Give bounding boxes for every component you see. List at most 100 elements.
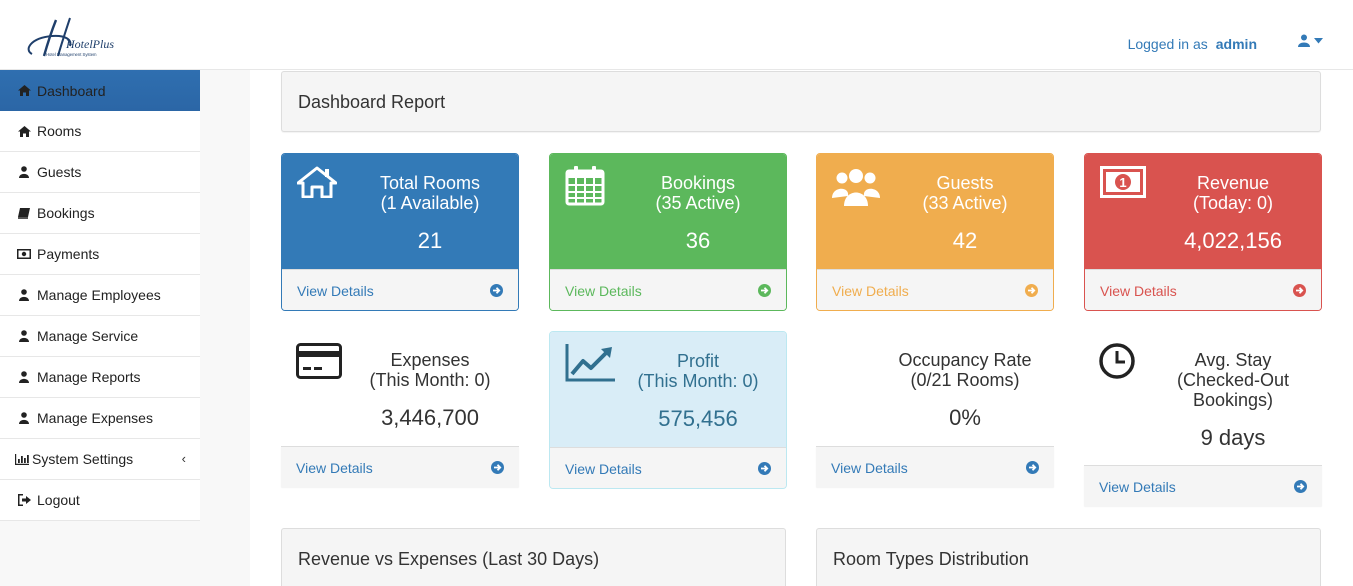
card-total-rooms: Total Rooms (1 Available) 21 View Details [281, 153, 519, 311]
card-value: 21 [417, 228, 443, 253]
dashboard-report-header: Dashboard Report [281, 71, 1321, 132]
sidebar-item-manage-employees[interactable]: Manage Employees [0, 275, 200, 316]
card-guests: Guests (33 Active) 42 View Details [816, 153, 1054, 311]
sidebar-item-guests[interactable]: Guests [0, 152, 200, 193]
view-details-link[interactable]: View Details [550, 269, 786, 310]
sidebar-item-label: Manage Employees [37, 287, 161, 303]
sidebar-menu: Dashboard Rooms Guests Bookings Payments… [0, 70, 200, 521]
username: admin [1215, 36, 1257, 52]
logo-subtitle: Hotel Management System [46, 52, 97, 57]
arrow-circle-right-icon [1294, 480, 1307, 496]
sidebar-item-manage-reports[interactable]: Manage Reports [0, 357, 200, 398]
card-avg-stay: Avg. Stay (Checked-Out Bookings) 9 days Vi… [1084, 331, 1322, 506]
user-dropdown-toggle[interactable] [1298, 34, 1323, 47]
arrow-circle-right-icon [491, 461, 504, 477]
clock-icon [1099, 343, 1135, 382]
arrow-circle-right-icon [758, 284, 771, 300]
svg-text:1: 1 [1119, 175, 1126, 190]
card-heading: Total Rooms (1 Available) 21 [282, 154, 518, 269]
card-heading: Bookings (35 Active) 36 [550, 154, 786, 269]
view-details-link[interactable]: View Details [281, 446, 519, 487]
card-heading: Guests (33 Active) 42 [817, 154, 1053, 269]
view-details-link[interactable]: View Details [1085, 269, 1321, 310]
user-icon [17, 370, 31, 384]
line-chart-icon [565, 344, 615, 385]
view-details-label: View Details [831, 460, 908, 476]
money-icon: 1 [1100, 166, 1146, 201]
view-details-link[interactable]: View Details [282, 269, 518, 310]
card-title: Avg. Stay (Checked-Out Bookings) [1176, 350, 1290, 410]
sidebar-item-manage-expenses[interactable]: Manage Expenses [0, 398, 200, 439]
section-title: Revenue vs Expenses (Last 30 Days) [298, 549, 600, 569]
card-title: Occupancy Rate (0/21 Rooms) [898, 350, 1032, 390]
view-details-label: View Details [565, 461, 642, 477]
view-details-label: View Details [297, 283, 374, 299]
card-title: Bookings (35 Active) [655, 173, 741, 213]
sidebar-item-rooms[interactable]: Rooms [0, 111, 200, 152]
sidebar-item-label: Dashboard [37, 82, 106, 99]
sidebar-item-label: Guests [37, 164, 82, 180]
user-icon [1298, 34, 1310, 47]
view-details-label: View Details [832, 283, 909, 299]
money-icon [17, 247, 31, 261]
user-icon [17, 288, 31, 302]
card-title: Profit (This Month: 0) [637, 351, 759, 391]
home-icon [296, 166, 338, 201]
card-heading: Expenses (This Month: 0) 3,446,700 [281, 331, 519, 446]
sidebar-item-label: Logout [37, 492, 80, 508]
view-details-label: View Details [1099, 479, 1176, 495]
home-icon [17, 84, 31, 98]
credit-card-icon [296, 343, 342, 382]
view-details-link[interactable]: View Details [816, 446, 1054, 487]
sidebar-item-payments[interactable]: Payments [0, 234, 200, 275]
card-heading: Avg. Stay (Checked-Out Bookings) 9 days [1084, 331, 1322, 465]
page-title: Dashboard Report [298, 92, 446, 112]
card-heading: Profit (This Month: 0) 575,456 [550, 332, 786, 447]
logo-text: HotelPlus [65, 37, 114, 51]
sign-out-icon [17, 493, 31, 507]
view-details-link[interactable]: View Details [550, 447, 786, 488]
user-icon [17, 329, 31, 343]
arrow-circle-right-icon [1026, 461, 1039, 477]
chevron-left-icon: ‹ [181, 451, 186, 466]
card-occupancy-rate: Occupancy Rate (0/21 Rooms) 0% View Detai… [816, 331, 1054, 487]
card-expenses: Expenses (This Month: 0) 3,446,700 View D… [281, 331, 519, 487]
sidebar-item-label: Manage Expenses [37, 410, 153, 426]
sidebar-item-label: Manage Reports [37, 369, 141, 385]
sidebar-item-dashboard[interactable]: Dashboard [0, 70, 200, 111]
card-title: Guests (33 Active) [922, 173, 1008, 213]
users-icon [832, 166, 880, 209]
card-value: 0% [949, 405, 981, 430]
card-value: 9 days [1200, 425, 1266, 450]
card-heading: Occupancy Rate (0/21 Rooms) 0% [816, 331, 1054, 446]
card-value: 36 [685, 228, 711, 253]
top-navbar: HotelPlus Hotel Management System Logged… [0, 0, 1353, 70]
card-bookings: Bookings (35 Active) 36 View Details [549, 153, 787, 311]
sidebar-item-bookings[interactable]: Bookings [0, 193, 200, 234]
view-details-link[interactable]: View Details [1084, 465, 1322, 506]
arrow-circle-right-icon [1293, 284, 1306, 300]
sidebar-item-logout[interactable]: Logout [0, 480, 200, 521]
sidebar-item-label: Payments [37, 246, 100, 262]
card-value: 4,022,156 [1184, 228, 1282, 253]
user-icon [17, 411, 31, 425]
user-icon [17, 165, 31, 179]
main-content [200, 70, 1353, 586]
main-inner [250, 70, 1353, 586]
card-revenue: 1 Revenue (Today: 0) 4,022,156 View Detai… [1084, 153, 1322, 311]
sidebar: Dashboard Rooms Guests Bookings Payments… [0, 70, 200, 586]
card-title: Revenue (Today: 0) [1192, 173, 1274, 213]
arrow-circle-right-icon [490, 284, 503, 300]
hotelplus-logo[interactable]: HotelPlus Hotel Management System [22, 16, 122, 60]
sidebar-item-label: Manage Service [37, 328, 139, 344]
sidebar-item-label: System Settings [32, 451, 134, 467]
section-title: Room Types Distribution [833, 549, 1029, 569]
view-details-link[interactable]: View Details [817, 269, 1053, 310]
view-details-label: View Details [1100, 283, 1177, 299]
card-value: 42 [952, 228, 978, 253]
bar-chart-icon [15, 452, 29, 466]
sidebar-item-system-settings[interactable]: System Settings ‹ [0, 439, 200, 480]
sidebar-item-manage-service[interactable]: Manage Service [0, 316, 200, 357]
book-icon [17, 206, 31, 220]
card-value: 3,446,700 [381, 405, 479, 430]
